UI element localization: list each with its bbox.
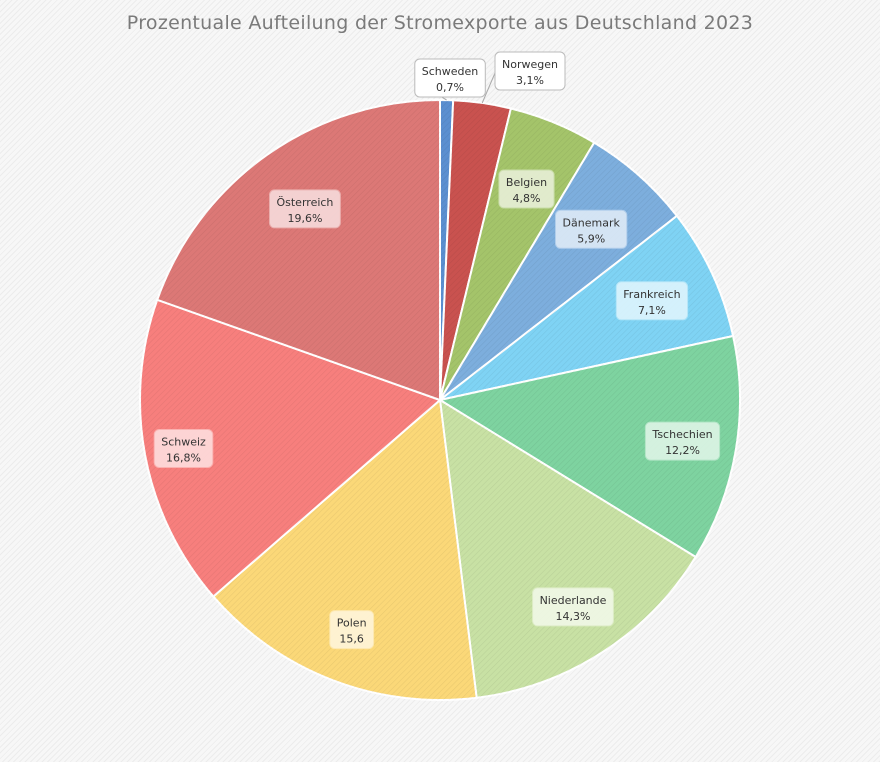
slice-label-name: Polen bbox=[337, 617, 367, 630]
slice-label-name: Belgien bbox=[506, 176, 547, 189]
slice-label-value: 4,8% bbox=[513, 192, 541, 205]
slice-label-belgien: Belgien 4,8% bbox=[498, 169, 555, 209]
label-leader-line bbox=[481, 72, 496, 104]
chart-title: Prozentuale Aufteilung der Stromexporte … bbox=[126, 12, 754, 34]
slice-label-box bbox=[269, 189, 341, 229]
slice-label-value: 19,6% bbox=[287, 212, 322, 225]
slice-label-value: 14,3% bbox=[556, 610, 591, 623]
slice-label-schweiz: Schweiz 16,8% bbox=[153, 429, 214, 468]
slice-label-name: Österreich bbox=[276, 196, 333, 209]
slice-label-value: 15,6 bbox=[339, 633, 364, 646]
slice-label-box bbox=[329, 610, 375, 650]
slice-label-niederlande: Niederlande 14,3% bbox=[532, 587, 614, 627]
slice-label-value: 3,1% bbox=[516, 74, 544, 87]
slice-label-box bbox=[532, 587, 614, 627]
slice-label-osterreich: Österreich 19,6% bbox=[269, 189, 341, 229]
slice-label-box bbox=[615, 281, 689, 321]
slice-label-value: 0,7% bbox=[436, 81, 464, 94]
slice-label-box bbox=[555, 209, 628, 249]
slice-label-value: 5,9% bbox=[577, 232, 605, 245]
slice-label-box bbox=[494, 51, 566, 91]
slice-label-danemark: Dänemark 5,9% bbox=[555, 209, 628, 249]
slice-label-name: Dänemark bbox=[563, 216, 621, 229]
slice-label-value: 7,1% bbox=[638, 304, 666, 317]
slice-label-value: 12,2% bbox=[665, 444, 700, 457]
slice-label-name: Norwegen bbox=[502, 58, 558, 71]
slice-label-tschechien: Tschechien 12,2% bbox=[644, 421, 721, 461]
slice-label-norwegen: Norwegen 3,1% bbox=[494, 51, 566, 91]
slice-label-name: Tschechien bbox=[651, 428, 712, 441]
slice-label-frankreich: Frankreich 7,1% bbox=[615, 281, 689, 321]
slice-label-polen: Polen 15,6 bbox=[329, 610, 375, 650]
slice-label-name: Schweden bbox=[422, 65, 479, 78]
slice-label-box bbox=[153, 429, 214, 468]
slice-label-name: Niederlande bbox=[540, 594, 607, 607]
slice-label-name: Frankreich bbox=[623, 288, 680, 301]
slice-label-box bbox=[644, 421, 721, 461]
slice-label-box bbox=[498, 169, 555, 209]
slice-label-value: 16,8% bbox=[166, 451, 201, 464]
slice-label-name: Schweiz bbox=[161, 435, 206, 448]
slice-label-schweden: Schweden 0,7% bbox=[414, 58, 486, 98]
slice-label-box bbox=[414, 58, 486, 98]
